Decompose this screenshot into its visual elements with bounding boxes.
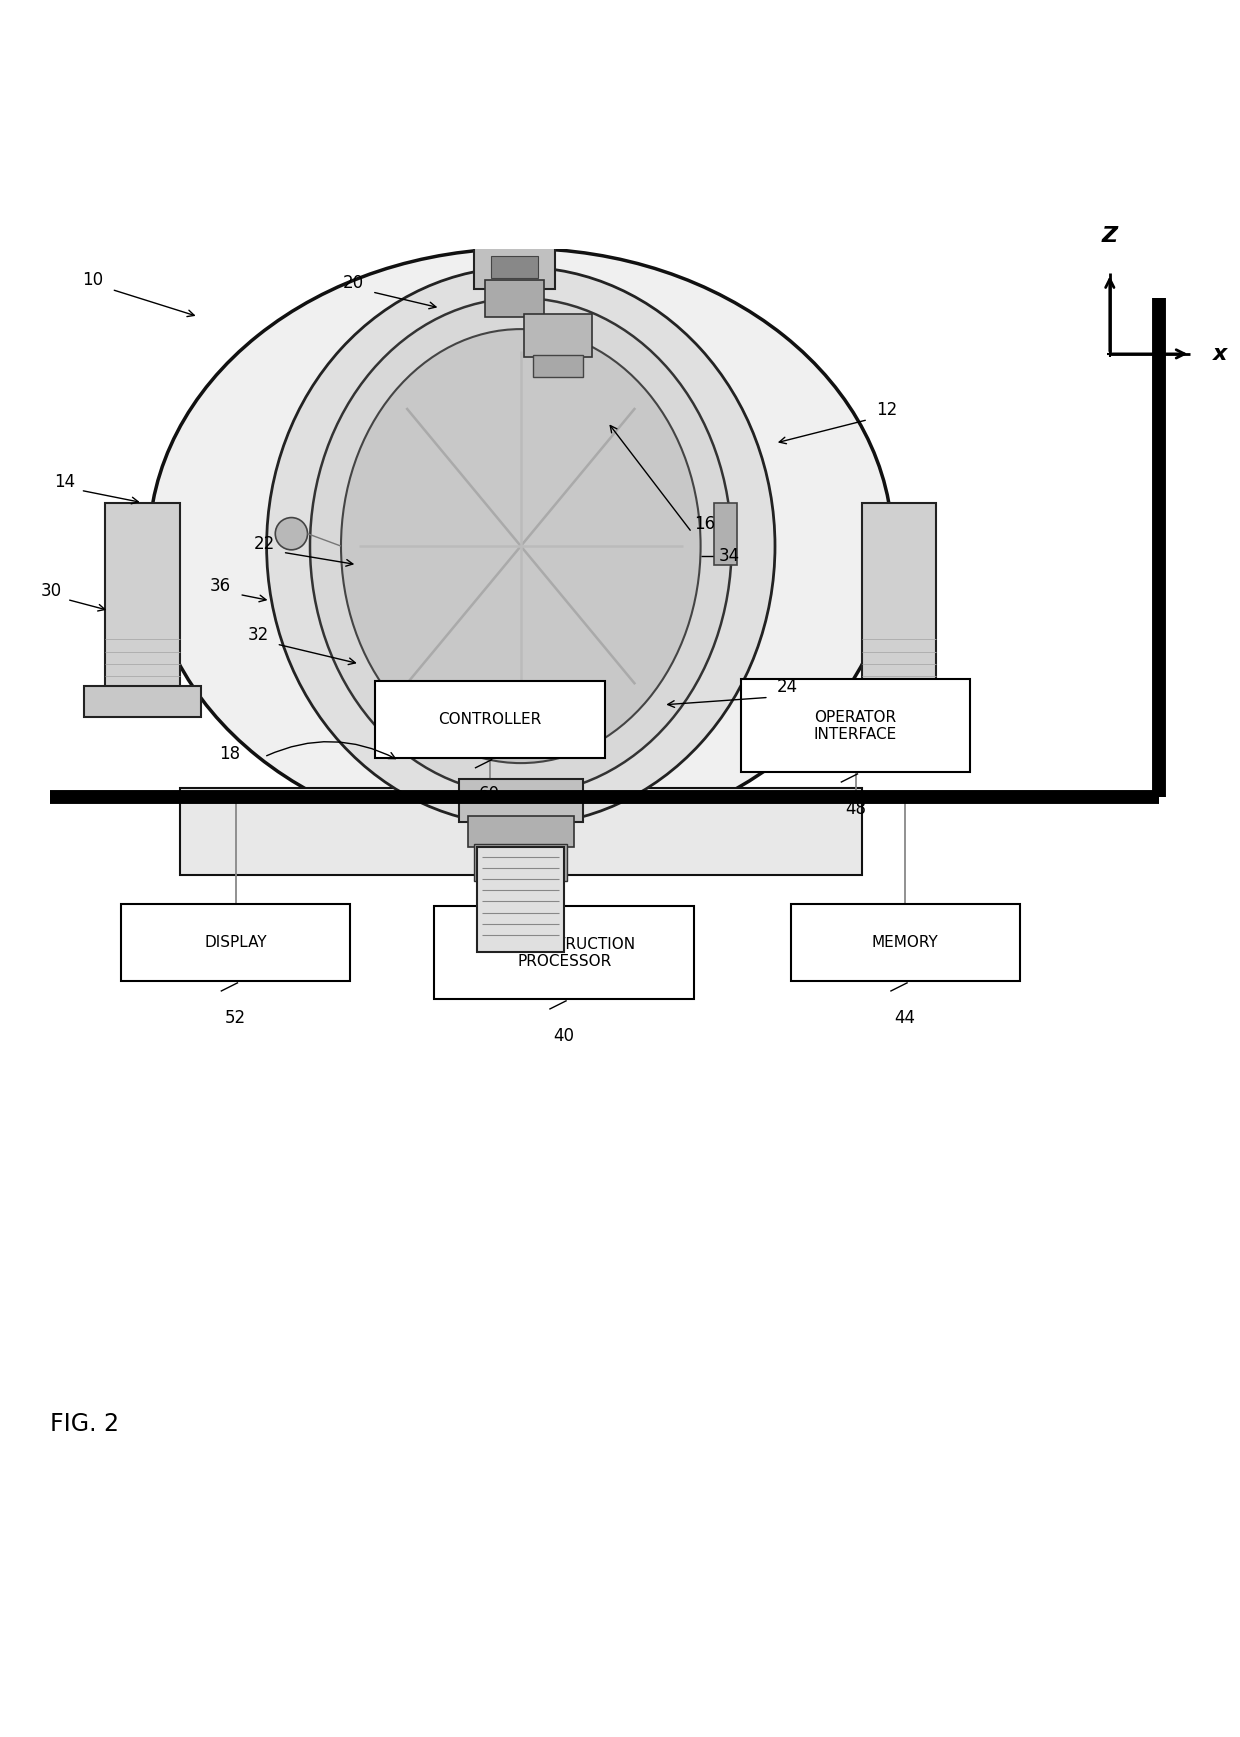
Ellipse shape (310, 299, 732, 794)
Text: 60: 60 (480, 785, 500, 804)
Text: 52: 52 (224, 1009, 247, 1027)
Text: 22: 22 (253, 535, 275, 552)
Bar (474, 233, 556, 288)
Ellipse shape (267, 267, 775, 825)
Ellipse shape (149, 248, 893, 844)
Bar (485, 280, 544, 316)
Text: 40: 40 (554, 1027, 574, 1044)
Circle shape (275, 518, 308, 551)
Ellipse shape (341, 328, 701, 763)
Bar (491, 255, 538, 278)
Text: 48: 48 (846, 799, 866, 818)
Bar (469, 816, 573, 848)
Text: 18: 18 (218, 745, 241, 764)
Text: 30: 30 (40, 582, 62, 599)
Text: CONTROLLER: CONTROLLER (438, 712, 542, 728)
Text: 32: 32 (247, 627, 269, 644)
Text: FIG. 2: FIG. 2 (50, 1412, 119, 1436)
Bar (791, 905, 1021, 981)
Text: OPERATOR
INTERFACE: OPERATOR INTERFACE (813, 710, 898, 742)
Bar (459, 778, 583, 822)
Bar (83, 686, 201, 717)
Text: RECONSTRUCTION
PROCESSOR: RECONSTRUCTION PROCESSOR (492, 936, 636, 969)
Bar (474, 844, 568, 881)
Bar (523, 314, 591, 358)
Text: DISPLAY: DISPLAY (205, 936, 267, 950)
Bar (714, 502, 737, 565)
Bar (105, 502, 180, 688)
Bar (490, 219, 539, 236)
Bar (434, 907, 694, 999)
Bar (841, 686, 957, 717)
Text: 34: 34 (718, 547, 740, 565)
Text: 10: 10 (82, 271, 104, 288)
Text: Z: Z (1101, 226, 1118, 247)
Bar (740, 679, 970, 773)
Text: 12: 12 (875, 401, 898, 419)
Text: 20: 20 (342, 274, 365, 292)
Text: 14: 14 (53, 472, 76, 490)
Bar (862, 502, 936, 688)
Text: MEMORY: MEMORY (872, 936, 939, 950)
Text: 16: 16 (693, 514, 715, 533)
Bar (374, 681, 605, 757)
Bar (533, 354, 583, 377)
Bar (477, 848, 564, 952)
Text: 44: 44 (895, 1009, 915, 1027)
Text: 36: 36 (210, 577, 232, 594)
Text: 24: 24 (776, 679, 799, 697)
Bar (180, 789, 862, 875)
Bar (122, 905, 350, 981)
Text: x: x (1213, 344, 1228, 363)
